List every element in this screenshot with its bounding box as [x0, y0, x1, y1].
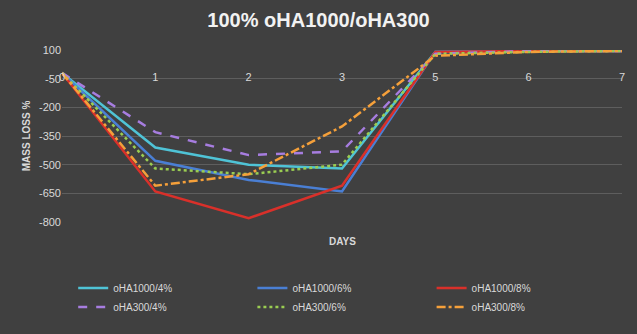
- svg-text:5: 5: [432, 71, 438, 83]
- svg-text:oHA1000/8%: oHA1000/8%: [472, 283, 531, 294]
- svg-text:3: 3: [339, 71, 345, 83]
- svg-text:oHA1000/4%: oHA1000/4%: [113, 283, 172, 294]
- svg-text:oHA1000/6%: oHA1000/6%: [292, 283, 351, 294]
- svg-text:-650: -650: [39, 187, 61, 199]
- svg-text:MASS LOSS %: MASS LOSS %: [21, 101, 32, 172]
- svg-text:-200: -200: [39, 101, 61, 113]
- svg-text:6: 6: [526, 71, 532, 83]
- svg-text:DAYS: DAYS: [329, 236, 356, 247]
- svg-text:100: 100: [43, 44, 61, 56]
- svg-text:100% oHA1000/oHA300: 100% oHA1000/oHA300: [207, 9, 429, 31]
- svg-text:1: 1: [152, 71, 158, 83]
- svg-text:-500: -500: [39, 159, 61, 171]
- svg-text:2: 2: [246, 71, 252, 83]
- svg-text:-50: -50: [45, 73, 61, 85]
- svg-text:-350: -350: [39, 130, 61, 142]
- svg-text:-800: -800: [39, 216, 61, 228]
- svg-text:oHA300/8%: oHA300/8%: [472, 302, 525, 313]
- svg-text:oHA300/6%: oHA300/6%: [292, 302, 345, 313]
- svg-text:oHA300/4%: oHA300/4%: [113, 302, 166, 313]
- svg-text:7: 7: [619, 71, 625, 83]
- svg-text:0: 0: [59, 71, 65, 83]
